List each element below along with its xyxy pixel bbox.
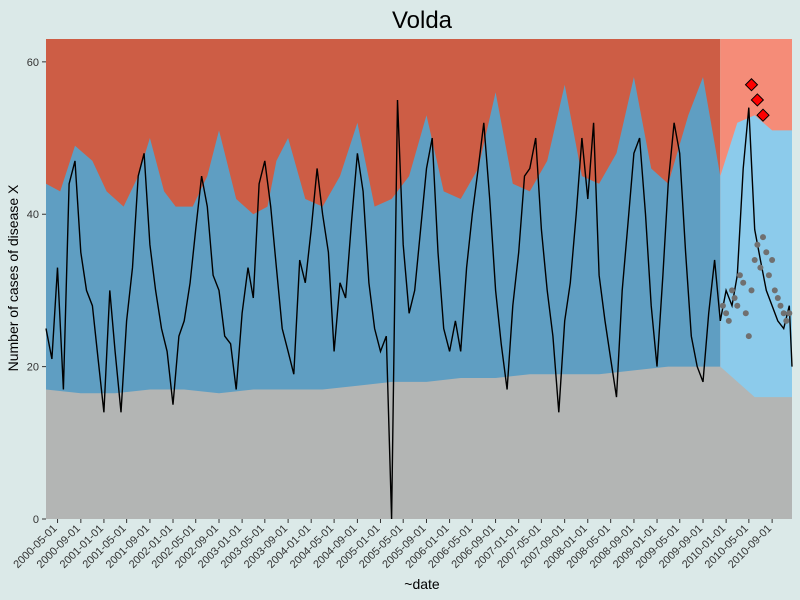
alert-marker [744, 78, 759, 92]
current-point [774, 295, 781, 301]
current-point [736, 272, 743, 279]
alert-marker [750, 93, 765, 107]
current-point [725, 317, 732, 324]
y-axis-label: Number of cases of disease X [5, 184, 21, 371]
current-point [740, 279, 747, 286]
current-point [780, 310, 787, 317]
current-point [757, 264, 764, 271]
chart-title: Volda [392, 7, 453, 34]
current-point [723, 310, 730, 317]
current-point [769, 257, 776, 263]
current-point [729, 287, 735, 294]
x-axis-label: ~date [404, 576, 440, 592]
current-point [771, 287, 778, 294]
current-point [765, 272, 772, 279]
current-point [742, 310, 749, 317]
y-tick-label: 0 [33, 514, 39, 526]
plot-area [45, 39, 793, 520]
low-band [46, 366, 792, 519]
current-point [719, 302, 726, 309]
current-point [786, 310, 793, 317]
y-tick-label: 40 [27, 209, 39, 221]
alert-marker [756, 108, 770, 122]
observed-series-line [45, 99, 793, 520]
current-point [745, 333, 752, 340]
current-point [763, 249, 770, 256]
current-point [748, 287, 755, 294]
current-point [754, 241, 761, 248]
current-point [777, 302, 784, 309]
y-tick-label: 60 [27, 57, 39, 69]
current-point [731, 295, 738, 301]
current-point [734, 302, 741, 309]
current-point [783, 317, 790, 324]
current-point [760, 234, 766, 241]
y-tick-label: 20 [27, 362, 39, 374]
y-axis: 0 20 40 60 [27, 57, 46, 526]
current-point [751, 257, 758, 263]
